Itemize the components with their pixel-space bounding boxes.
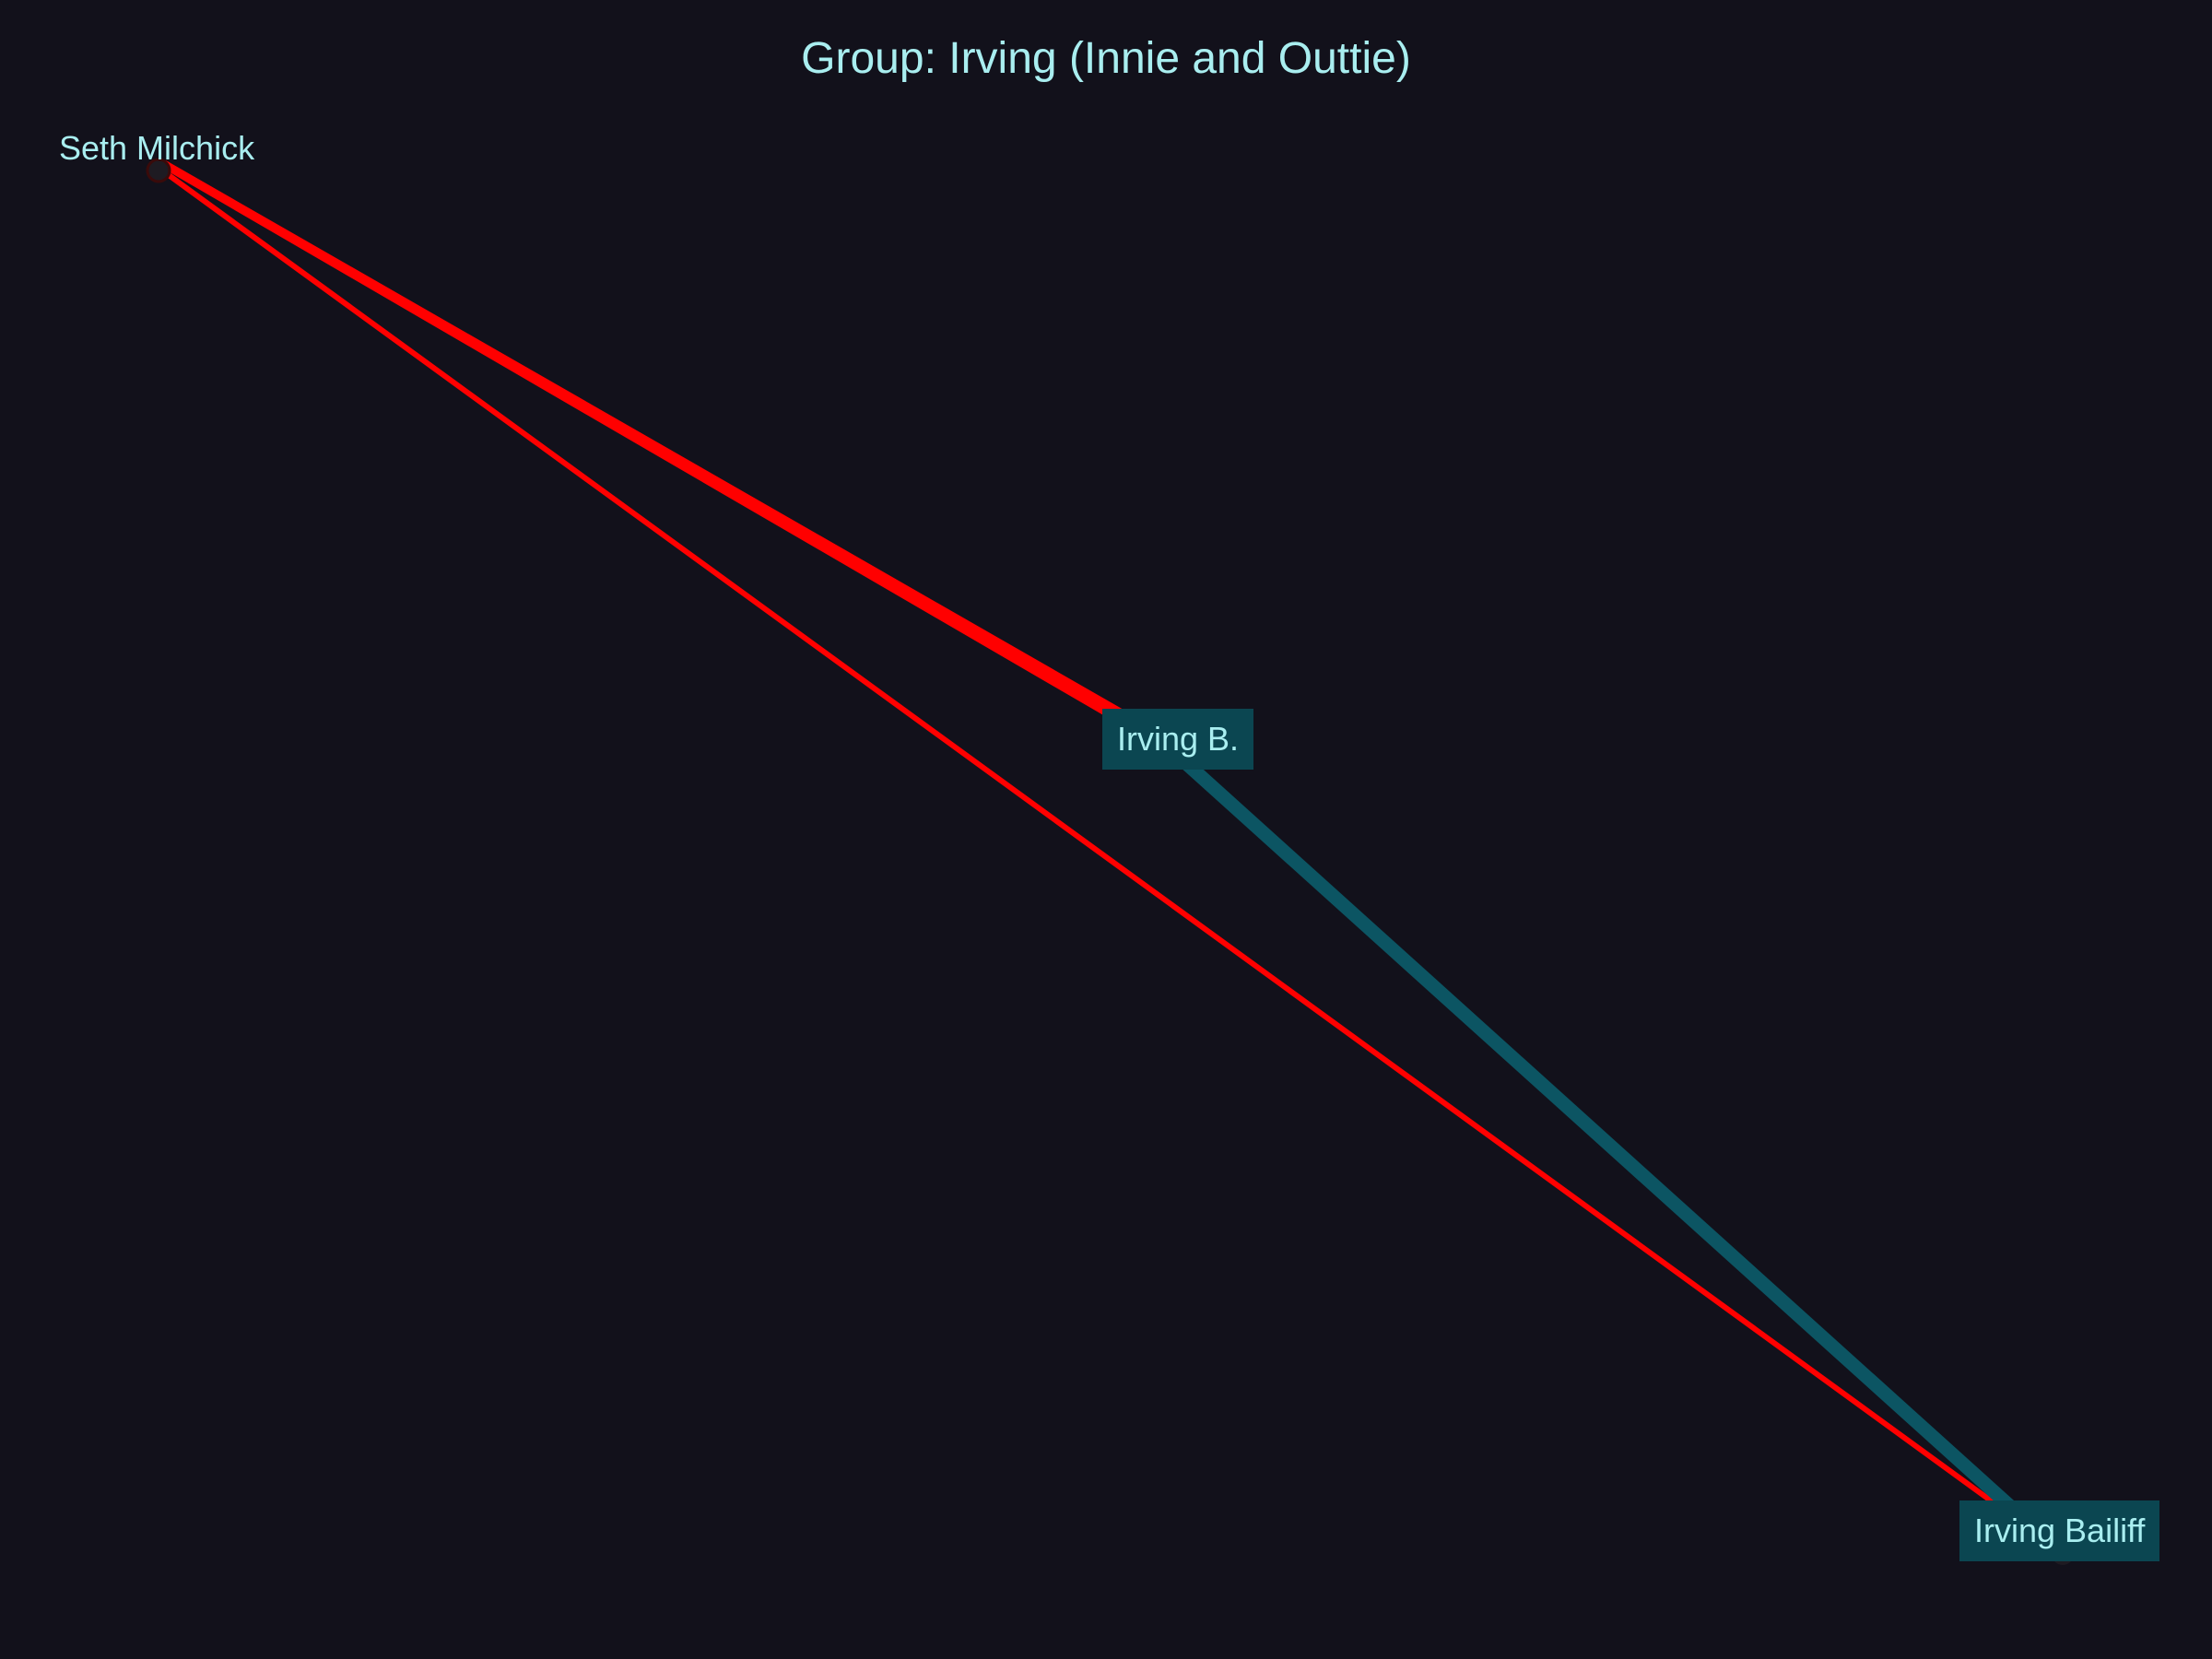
edge-seth-to-irving-b (154, 160, 1143, 729)
node-label-seth-milchick[interactable]: Seth Milchick (59, 128, 254, 169)
node-label-irving-b[interactable]: Irving B. (1102, 709, 1253, 770)
edge-seth-to-irving-bailiff (159, 168, 2059, 1550)
node-label-irving-bailiff[interactable]: Irving Bailiff (1959, 1500, 2159, 1561)
graph-title: Group: Irving (Innie and Outtie) (0, 31, 2212, 87)
edge-irving-b-to-irving-bailiff (1178, 756, 2061, 1552)
